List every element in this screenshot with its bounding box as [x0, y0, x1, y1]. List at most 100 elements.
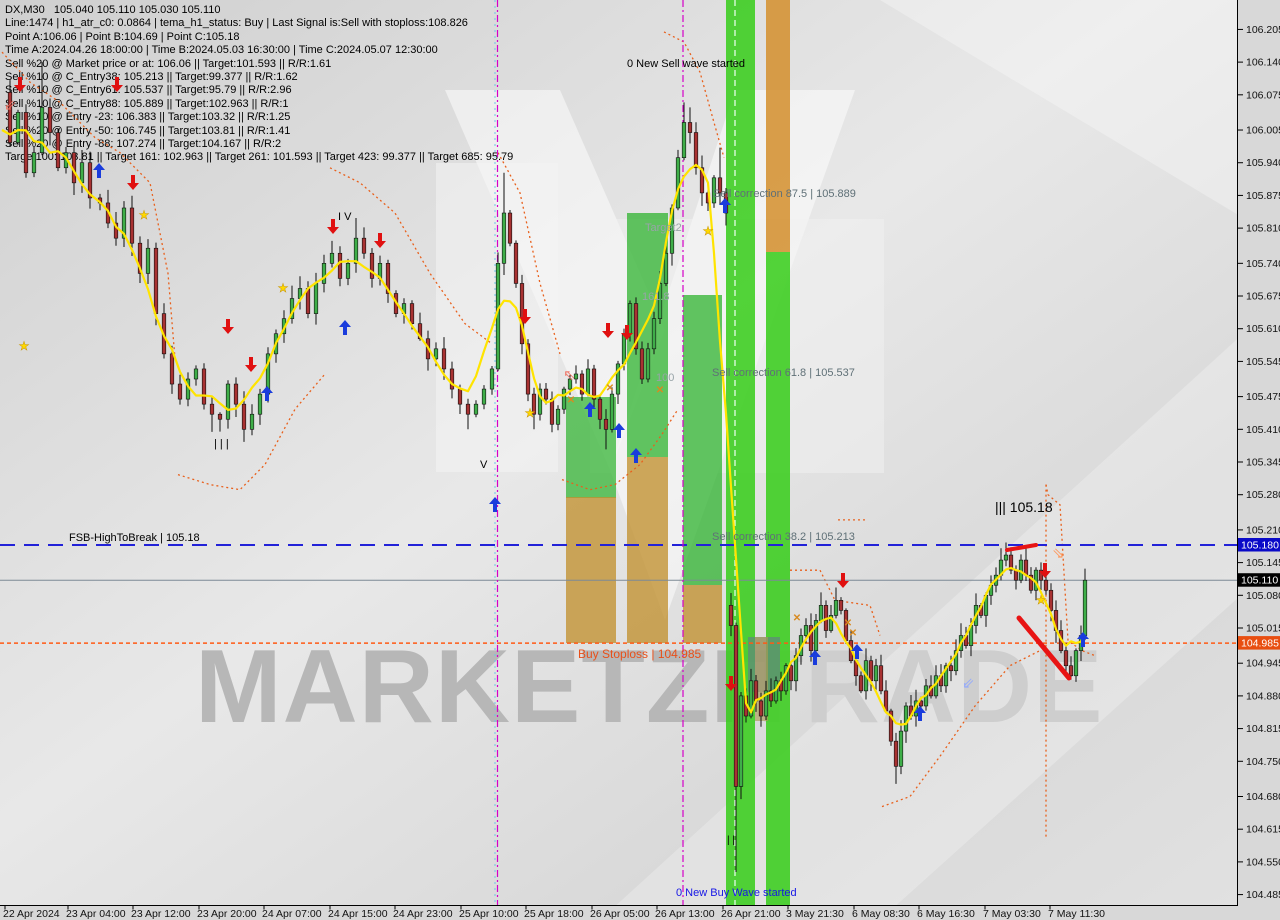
buy-arrow-icon: [584, 402, 596, 417]
chart-annotation: ||| 105.18: [995, 499, 1053, 515]
buy-arrow-icon: [93, 163, 105, 178]
zone-rect: [627, 213, 668, 457]
candle-body: [748, 680, 754, 717]
watermark-brand: MARKETZI: [195, 629, 740, 745]
price-axis-label: 105.475: [1246, 391, 1280, 403]
info-line: Point A:106.06 | Point B:104.69 | Point …: [5, 30, 240, 43]
zone-rect: [566, 497, 616, 643]
candle-body: [15, 112, 21, 143]
buy-arrow-icon: [339, 320, 351, 335]
candle-body: [609, 393, 615, 430]
star-icon: ★: [703, 224, 714, 238]
sell-arrow-icon: [327, 219, 339, 234]
hollow-arrow-icon: ⇙: [962, 675, 975, 692]
trail-segment: [329, 167, 493, 345]
candle-body: [79, 162, 85, 184]
chart-annotation: I V: [338, 211, 352, 223]
star-icon: ★: [278, 281, 289, 295]
time-axis-background: [0, 905, 1280, 920]
candle-body: [868, 660, 874, 682]
chart-annotation: Sell correction 38.2 | 105.213: [712, 531, 855, 543]
candle-body: [663, 252, 669, 284]
buy-arrow-icon: [630, 448, 642, 463]
candle-body: [943, 665, 949, 687]
candle-body: [728, 605, 734, 626]
price-tag-label: 104.985: [1241, 638, 1279, 650]
candle-body: [639, 348, 645, 380]
x-mark-icon: ✕: [656, 385, 664, 396]
candle-body: [567, 378, 573, 390]
info-line: Sell %20 @ Market price or at: 106.06 ||…: [5, 57, 332, 70]
candle-body: [457, 388, 463, 405]
candle-body: [948, 665, 954, 672]
x-mark-icon: ✕: [567, 395, 575, 406]
candle-body: [1013, 569, 1019, 581]
candle-body: [225, 383, 231, 420]
candle-body: [579, 373, 585, 395]
price-axis-background: [1237, 0, 1280, 920]
price-tag-label: 105.180: [1241, 540, 1279, 552]
candle-body: [898, 730, 904, 767]
time-axis-label: 24 Apr 23:00: [393, 908, 453, 920]
supply-demand-zones: [436, 0, 884, 905]
price-axis-label: 104.680: [1246, 791, 1280, 803]
x-mark-icon: ✕: [606, 383, 614, 394]
sell-arrow-icon: [14, 77, 26, 92]
time-axis-label: 6 May 16:30: [917, 908, 975, 920]
candle-body: [1028, 574, 1034, 591]
candle-body: [193, 368, 199, 380]
chart-annotation: Buy Stoploss | 104.985: [578, 647, 702, 661]
chart-annotation: 0 New Buy Wave started: [676, 887, 797, 899]
x-mark-icon: ✕: [844, 618, 852, 629]
trail-segment: [663, 31, 725, 158]
candle-body: [39, 107, 45, 153]
time-axis-label: 23 Apr 04:00: [66, 908, 126, 920]
price-axis-label: 106.005: [1246, 125, 1280, 137]
candle-body: [918, 700, 924, 707]
candle-body: [953, 650, 959, 672]
price-axis-label: 105.940: [1246, 157, 1280, 169]
trail-segment: [1045, 484, 1096, 657]
chart-annotation: FSB-HighToBreak | 105.18: [69, 532, 200, 544]
candle-body: [813, 620, 819, 651]
time-axis-label: 26 Apr 05:00: [590, 908, 650, 920]
candle-body: [758, 700, 764, 717]
candle-body: [699, 167, 705, 194]
candle-body: [233, 383, 239, 405]
candle-body: [873, 665, 879, 682]
trail-segment: [497, 152, 561, 355]
candle-body: [441, 348, 447, 370]
candle-body: [893, 740, 899, 767]
candle-body: [321, 263, 327, 284]
sell-arrow-icon: [127, 175, 139, 190]
candle-body: [573, 373, 579, 380]
time-axis-label: 26 Apr 13:00: [655, 908, 715, 920]
buy-arrow-icon: [914, 706, 926, 721]
candle-body: [121, 207, 127, 239]
red-trendline: [1016, 615, 1072, 681]
info-line: Sell %20 @ Entry -88: 107.274 || Target:…: [5, 137, 282, 150]
price-tag-label: 105.110: [1241, 575, 1278, 587]
zone-rect: [683, 585, 722, 643]
candle-body: [711, 177, 717, 204]
candle-body: [858, 675, 864, 692]
candle-body: [361, 237, 367, 254]
price-axis-label: 106.075: [1246, 89, 1280, 101]
time-axis-label: 25 Apr 18:00: [524, 908, 584, 920]
candle-body: [501, 212, 507, 264]
candle-body: [555, 408, 561, 425]
candle-body: [788, 665, 794, 682]
zone-rect: [766, 0, 790, 252]
candle-body: [549, 398, 555, 425]
price-axis-label: 105.210: [1246, 524, 1280, 536]
price-tag: [1238, 636, 1280, 650]
time-axis-label: 26 Apr 21:00: [721, 908, 781, 920]
ohlc-info-panel: DX,M30 105.040 105.110 105.030 105.110 Li…: [5, 4, 513, 165]
price-axis-label: 106.140: [1246, 57, 1280, 69]
sell-arrow-icon: [111, 77, 123, 92]
candle-body: [241, 403, 247, 430]
chart-annotation: 0 New Sell wave started: [627, 58, 745, 70]
candle-body: [1068, 665, 1074, 677]
price-axis-label: 104.880: [1246, 690, 1280, 702]
